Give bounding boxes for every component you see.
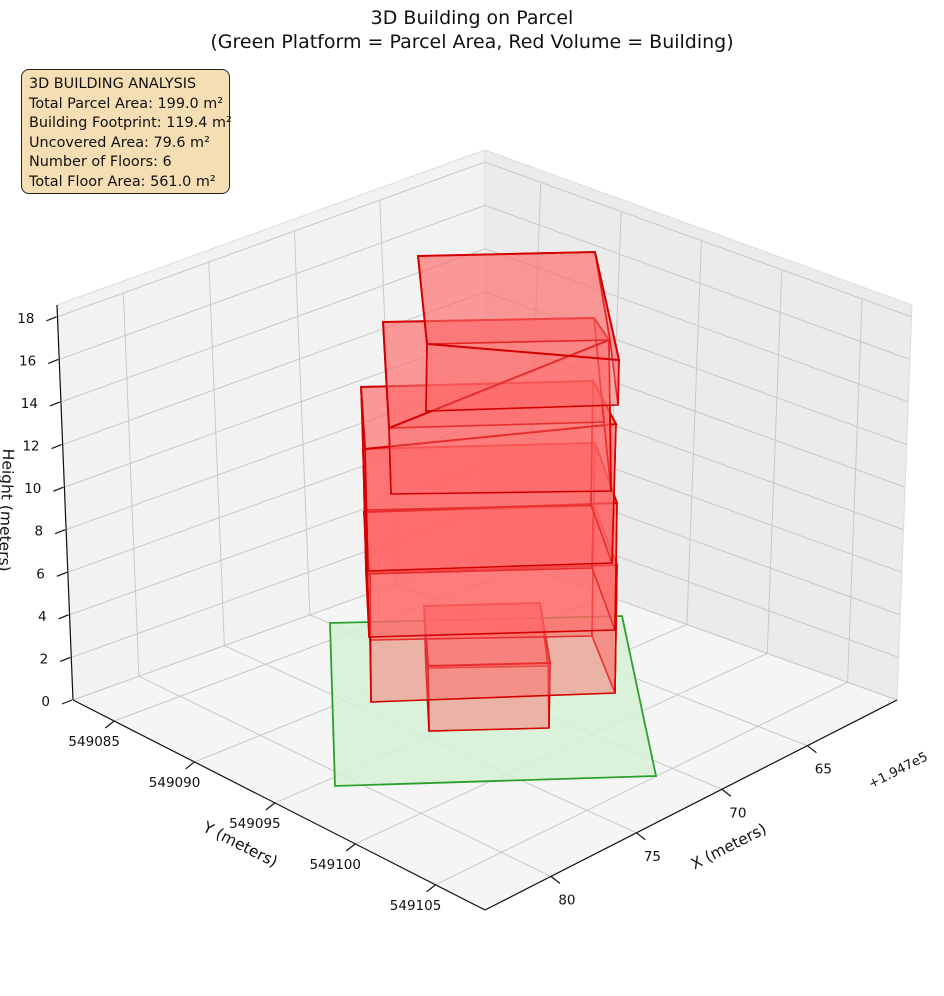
y-gridline-floor: [435, 681, 848, 886]
building-top: [416, 250, 621, 362]
y-tick: [265, 802, 276, 811]
z-gridline: [65, 378, 904, 531]
z-axis-label: Height (meters): [0, 448, 17, 572]
z-tick-label: 18: [17, 311, 34, 327]
z-tick: [51, 444, 62, 450]
y-gridline-floor: [114, 566, 527, 722]
volumes: [329, 250, 658, 787]
z-tick-label: 4: [38, 609, 47, 625]
z-tick: [56, 571, 68, 577]
z-gridline: [59, 204, 911, 360]
z-tick: [58, 614, 69, 620]
y-gridline-wall: [686, 241, 702, 625]
z-tick-label: 0: [41, 694, 50, 710]
z-tick-label: 16: [19, 353, 36, 369]
y-tick-label: 549090: [149, 775, 201, 791]
x-tick-label: 75: [644, 849, 661, 865]
z-tick: [53, 486, 64, 492]
z-tick-label: 2: [40, 651, 49, 667]
z-tick-label: 8: [35, 524, 44, 540]
z-tick-label: 14: [21, 396, 38, 412]
x-axis-label: X (meters): [688, 820, 770, 873]
info-building-footprint: Building Footprint: 119.4 m²: [29, 115, 232, 132]
y-axis: [72, 699, 486, 911]
z-tick: [54, 529, 66, 535]
y-gridline-wall: [606, 212, 622, 596]
z-tick: [46, 316, 57, 322]
z-gridline: [64, 334, 906, 488]
z-gridline: [67, 421, 903, 573]
y-tick-label: 549100: [309, 857, 361, 873]
y-tick: [185, 761, 195, 770]
x-tick: [550, 875, 561, 884]
chart-title: 3D Building on Parcel: [370, 7, 574, 29]
analysis-info-box: 3D BUILDING ANALYSIS Total Parcel Area: …: [21, 69, 232, 194]
y-tick: [426, 884, 436, 893]
x-gridline-wall: [208, 262, 225, 646]
x-tick-label: 70: [729, 805, 746, 821]
y-tick: [104, 720, 115, 729]
x-offset-label: +1.947e5: [866, 750, 930, 793]
z-tick-label: 10: [24, 481, 41, 497]
info-total-floor-area: Total Floor Area: 561.0 m²: [29, 173, 216, 190]
z-tick-label: 6: [36, 566, 45, 582]
z-tick: [49, 401, 61, 407]
building-top: [359, 379, 618, 451]
x-tick: [807, 745, 817, 754]
chart-subtitle: (Green Platform = Parcel Area, Red Volum…: [210, 31, 734, 53]
z-tick-label: 12: [22, 439, 39, 455]
x-gridline-wall: [293, 231, 311, 615]
z-gridline: [60, 248, 909, 403]
z-gridline: [72, 551, 898, 701]
info-uncovered-area: Uncovered Area: 79.6 m²: [29, 134, 210, 151]
info-number-of-floors: Number of Floors: 6: [29, 154, 172, 171]
tick-labels: 0 2 4 6 8 10 12 14 16 18 549085 549090 549095 549100 5…: [17, 311, 832, 914]
y-tick-label: 549095: [229, 816, 281, 832]
y-gridline-wall: [525, 183, 542, 567]
info-heading: 3D BUILDING ANALYSIS: [29, 76, 197, 92]
z-axis: [56, 304, 74, 701]
building-top: [422, 601, 552, 668]
parcel-platform: [329, 615, 658, 787]
x-tick-label: 65: [815, 762, 832, 778]
building-block-floor-6: [416, 250, 621, 412]
z-gridline: [62, 291, 907, 446]
z-gridline: [69, 464, 901, 616]
z-tick: [60, 656, 71, 662]
z-tick: [61, 699, 73, 705]
x-tick: [636, 832, 646, 841]
y-tick: [345, 843, 356, 852]
building-block-floor-4: [359, 377, 618, 572]
y-tick-label: 549105: [390, 898, 442, 914]
x-gridline-wall: [122, 293, 140, 677]
y-tick-label: 549085: [68, 734, 120, 750]
x-axis: [484, 699, 898, 911]
z-tick: [47, 358, 59, 364]
x-tick-label: 80: [558, 892, 575, 908]
x-tick: [721, 788, 732, 797]
y-gridline-wall: [847, 299, 863, 683]
z-gridline: [57, 161, 912, 318]
info-total-parcel-area: Total Parcel Area: 199.0 m²: [29, 95, 224, 112]
axis-ticks: [46, 316, 817, 893]
y-gridline-wall: [766, 270, 783, 654]
